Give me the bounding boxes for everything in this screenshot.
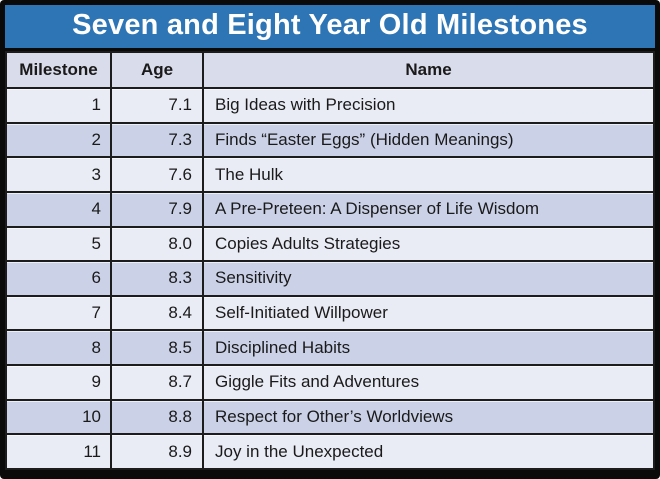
name-cell: Big Ideas with Precision <box>202 87 655 124</box>
name-cell: Copies Adults Strategies <box>202 225 655 263</box>
table-row: 11 8.9 Joy in the Unexpected <box>5 433 655 470</box>
milestone-cell: 7 <box>5 294 112 332</box>
age-cell: 7.1 <box>110 87 204 124</box>
table-row: 2 7.3 Finds “Easter Eggs” (Hidden Meanin… <box>5 121 655 159</box>
name-cell: Giggle Fits and Adventures <box>202 364 655 401</box>
milestone-cell: 5 <box>5 225 112 263</box>
title-bar: Seven and Eight Year Old Milestones <box>5 5 655 48</box>
milestone-cell: 3 <box>5 156 112 193</box>
milestone-cell: 2 <box>5 121 112 159</box>
milestone-cell: 11 <box>5 433 112 470</box>
table-row: 10 8.8 Respect for Other’s Worldviews <box>5 398 655 436</box>
column-header-name: Name <box>202 51 655 89</box>
milestone-cell: 9 <box>5 364 112 401</box>
age-cell: 8.3 <box>110 260 204 297</box>
column-header-milestone: Milestone <box>5 51 112 89</box>
table-body: 1 7.1 Big Ideas with Precision 2 7.3 Fin… <box>5 87 655 470</box>
milestone-cell: 4 <box>5 190 112 228</box>
milestone-cell: 10 <box>5 398 112 436</box>
age-cell: 7.9 <box>110 190 204 228</box>
age-cell: 8.4 <box>110 294 204 332</box>
table-row: 6 8.3 Sensitivity <box>5 260 655 297</box>
name-cell: Disciplined Habits <box>202 329 655 366</box>
age-cell: 8.7 <box>110 364 204 401</box>
name-cell: Self-Initiated Willpower <box>202 294 655 332</box>
page-title: Seven and Eight Year Old Milestones <box>72 9 588 41</box>
age-cell: 8.5 <box>110 329 204 366</box>
name-cell: A Pre-Preteen: A Dispenser of Life Wisdo… <box>202 190 655 228</box>
milestones-table: Milestone Age Name 1 7.1 Big Ideas with … <box>5 51 655 470</box>
table-row: 5 8.0 Copies Adults Strategies <box>5 225 655 263</box>
table-row: 3 7.6 The Hulk <box>5 156 655 193</box>
data-table: Milestone Age Name 1 7.1 Big Ideas with … <box>5 51 655 470</box>
table-row: 8 8.5 Disciplined Habits <box>5 329 655 366</box>
age-cell: 8.8 <box>110 398 204 436</box>
column-header-age: Age <box>110 51 204 89</box>
milestone-cell: 1 <box>5 87 112 124</box>
name-cell: Joy in the Unexpected <box>202 433 655 470</box>
milestone-cell: 6 <box>5 260 112 297</box>
name-cell: Respect for Other’s Worldviews <box>202 398 655 436</box>
name-cell: The Hulk <box>202 156 655 193</box>
table-header: Milestone Age Name <box>5 51 655 89</box>
name-cell: Finds “Easter Eggs” (Hidden Meanings) <box>202 121 655 159</box>
age-cell: 7.3 <box>110 121 204 159</box>
table-row: 4 7.9 A Pre-Preteen: A Dispenser of Life… <box>5 190 655 228</box>
age-cell: 8.9 <box>110 433 204 470</box>
header-row: Milestone Age Name <box>5 51 655 89</box>
table-row: 1 7.1 Big Ideas with Precision <box>5 87 655 124</box>
milestone-cell: 8 <box>5 329 112 366</box>
table-row: 7 8.4 Self-Initiated Willpower <box>5 294 655 332</box>
age-cell: 8.0 <box>110 225 204 263</box>
age-cell: 7.6 <box>110 156 204 193</box>
name-cell: Sensitivity <box>202 260 655 297</box>
table-row: 9 8.7 Giggle Fits and Adventures <box>5 364 655 401</box>
